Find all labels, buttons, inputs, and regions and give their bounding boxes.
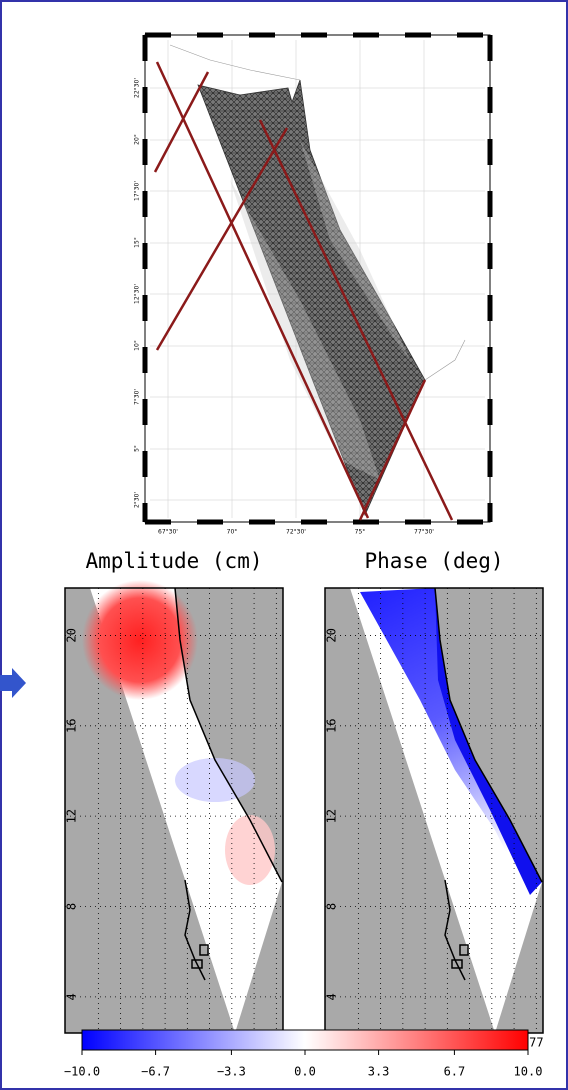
lat-label: 20° <box>134 134 141 145</box>
phase-coast <box>435 588 542 895</box>
x-tick-label: 77 <box>529 1036 543 1050</box>
colorbar-label: −6.7 <box>141 1065 170 1079</box>
y-tick-label: 16 <box>325 719 339 733</box>
colorbar-label: 6.7 <box>444 1065 466 1079</box>
y-tick-label: 20 <box>325 628 339 642</box>
colorbar-label: 3.3 <box>368 1065 390 1079</box>
colorbar-label: 10.0 <box>514 1065 543 1079</box>
lat-label: 22°30' <box>134 78 141 98</box>
lon-label: 77°30' <box>414 529 434 536</box>
y-tick-label: 20 <box>65 628 79 642</box>
lat-label: 12°30' <box>134 284 141 304</box>
lon-label: 72°30' <box>286 529 306 536</box>
lat-label: 7°30' <box>134 389 141 405</box>
lat-label: 10° <box>134 340 141 351</box>
arrow <box>0 668 26 698</box>
lat-label: 5° <box>134 445 141 452</box>
coastline <box>174 587 283 981</box>
coastline <box>434 587 543 981</box>
mesh-map <box>142 32 493 525</box>
y-tick-label: 8 <box>65 903 79 910</box>
y-tick-label: 12 <box>325 809 339 823</box>
map-title: Phase (deg) <box>364 549 503 573</box>
y-tick-label: 12 <box>65 809 79 823</box>
y-tick-label: 8 <box>325 903 339 910</box>
amplitude-mid <box>225 815 275 885</box>
amplitude-high <box>82 580 198 700</box>
lat-label: 17°30' <box>134 181 141 201</box>
y-tick-label: 4 <box>325 993 339 1000</box>
model-domain <box>350 588 542 1033</box>
map-panel: Phase (deg)69707172737475767748121620 <box>324 549 544 1050</box>
map-panel: Amplitude (cm)69707172737475767748121620 <box>64 549 284 1050</box>
colorbar-label: 0.0 <box>294 1065 316 1079</box>
lat-label: 15° <box>134 237 141 248</box>
lon-label: 75° <box>355 529 366 536</box>
colorbar <box>81 1029 529 1051</box>
colorbar-label: −10.0 <box>64 1065 100 1079</box>
map-title: Amplitude (cm) <box>85 549 262 573</box>
lon-label: 70° <box>227 529 238 536</box>
colorbar-label: −3.3 <box>217 1065 246 1079</box>
lon-label: 67°30' <box>158 529 178 536</box>
lat-label: 2°30' <box>134 492 141 508</box>
y-tick-label: 16 <box>65 719 79 733</box>
amplitude-low <box>175 758 255 802</box>
y-tick-label: 4 <box>65 993 79 1000</box>
